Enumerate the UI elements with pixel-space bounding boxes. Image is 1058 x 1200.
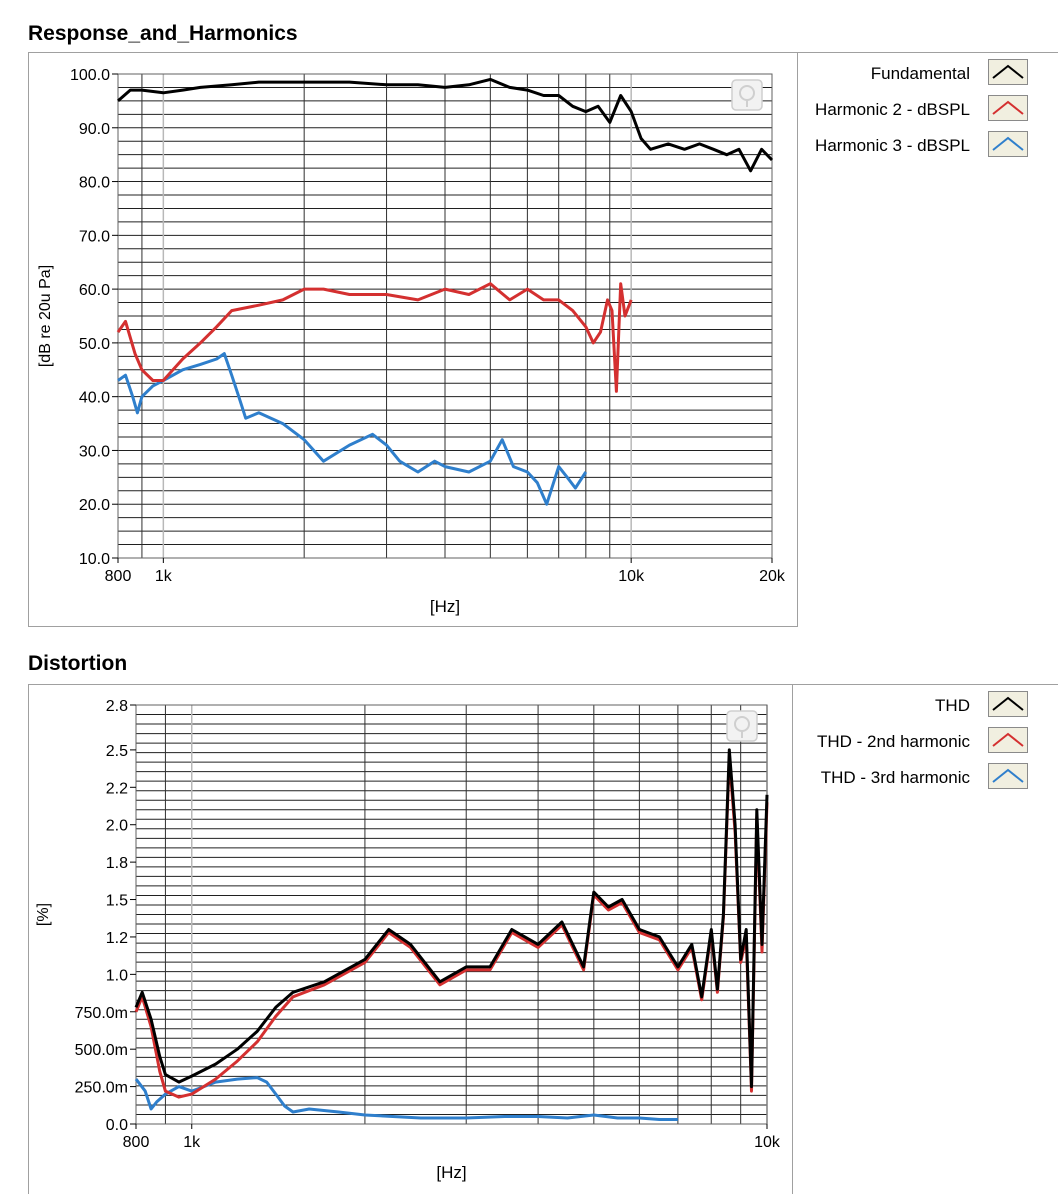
y-axis-label: [%] bbox=[35, 903, 52, 926]
y-tick-label: 40.0 bbox=[79, 390, 110, 407]
series-line-2 bbox=[116, 282, 633, 393]
series-group bbox=[134, 748, 769, 1121]
series-group bbox=[116, 77, 774, 506]
y-tick-label: 60.0 bbox=[79, 282, 110, 299]
x-tick-label: 10k bbox=[618, 568, 645, 585]
distortion-panel: Distortion 0.0 250.0m 500.0m 750.0m 1.0 1.2 1.… bbox=[0, 640, 1058, 1200]
y-tick-label: 2.5 bbox=[106, 743, 128, 760]
response-legend: Fundamental Harmonic 2 - dBSPL Harmonic … bbox=[798, 56, 1058, 176]
x-tick-label: 20k bbox=[759, 568, 786, 585]
y-tick-label: 1.5 bbox=[106, 893, 128, 910]
y-tick-label: 2.2 bbox=[106, 780, 128, 797]
x-tick-label: 800 bbox=[123, 1134, 150, 1151]
legend-label: Fundamental bbox=[870, 64, 970, 83]
legend-swatch-icon bbox=[988, 59, 1028, 85]
y-tick-label: 90.0 bbox=[79, 121, 110, 138]
x-tick-label: 800 bbox=[105, 568, 132, 585]
legend-label: Harmonic 2 - dBSPL bbox=[815, 100, 970, 119]
response-chart[interactable]: 10.0 20.0 30.0 40.0 50.0 60.0 70.0 80.0 90.0 100.… bbox=[0, 52, 790, 627]
graph-tools-icon[interactable] bbox=[731, 79, 763, 111]
plot-border bbox=[135, 704, 768, 1125]
plot-border bbox=[117, 73, 773, 559]
x-axis: 800 1k 10k bbox=[123, 1124, 781, 1151]
distortion-frame-left bbox=[28, 684, 29, 1194]
y-axis: 10.0 20.0 30.0 40.0 50.0 60.0 70.0 80.0 90.0 100.… bbox=[70, 67, 118, 568]
series-line-1 bbox=[134, 748, 769, 1089]
y-tick-label: 70.0 bbox=[79, 228, 110, 245]
y-tick-label: 2.0 bbox=[106, 818, 128, 835]
legend-swatch-icon bbox=[988, 131, 1028, 157]
legend-swatch-icon bbox=[988, 727, 1028, 753]
y-axis-label: [dB re 20u Pa] bbox=[37, 265, 54, 367]
distortion-panel-title: Distortion bbox=[28, 652, 128, 675]
y-tick-label: 1.0 bbox=[106, 967, 128, 984]
response-frame-left bbox=[28, 52, 29, 627]
y-tick-label: 750.0m bbox=[75, 1005, 128, 1022]
graph-tools-icon[interactable] bbox=[726, 710, 758, 742]
y-tick-label: 500.0m bbox=[75, 1042, 128, 1059]
legend-label: THD bbox=[935, 696, 970, 715]
y-tick-label: 0.0 bbox=[106, 1117, 128, 1134]
y-tick-label: 2.8 bbox=[106, 698, 128, 715]
y-tick-label: 50.0 bbox=[79, 336, 110, 353]
y-tick-label: 30.0 bbox=[79, 443, 110, 460]
x-tick-label: 1k bbox=[183, 1134, 201, 1151]
legend-label: THD - 2nd harmonic bbox=[816, 732, 970, 751]
legend-item-thd[interactable]: THD bbox=[793, 690, 1058, 720]
distortion-title-rule bbox=[28, 684, 1058, 685]
response-legend-divider bbox=[797, 52, 798, 627]
legend-label: Harmonic 3 - dBSPL bbox=[815, 136, 970, 155]
y-tick-label: 80.0 bbox=[79, 175, 110, 192]
y-tick-label: 100.0 bbox=[70, 67, 110, 84]
distortion-legend: THD THD - 2nd harmonic THD - 3rd harmoni… bbox=[793, 688, 1058, 808]
legend-item-harmonic-3[interactable]: Harmonic 3 - dBSPL bbox=[798, 130, 1058, 160]
legend-swatch-icon bbox=[988, 763, 1028, 789]
legend-swatch-icon bbox=[988, 95, 1028, 121]
legend-label: THD - 3rd harmonic bbox=[820, 768, 970, 787]
series-line-3 bbox=[134, 1076, 678, 1121]
y-tick-label: 250.0m bbox=[75, 1080, 128, 1097]
y-axis: 0.0 250.0m 500.0m 750.0m 1.0 1.2 1.5 1.8 2.0 2.2 2… bbox=[75, 698, 136, 1134]
response-title-rule bbox=[28, 52, 1058, 53]
response-panel: Response_and_Harmonics 10.0 20.0 30.0 40.0 5… bbox=[0, 22, 1058, 627]
y-tick-label: 1.2 bbox=[106, 930, 128, 947]
legend-item-harmonic-2[interactable]: Harmonic 2 - dBSPL bbox=[798, 94, 1058, 124]
legend-item-thd-3rd[interactable]: THD - 3rd harmonic bbox=[793, 762, 1058, 792]
x-tick-label: 10k bbox=[754, 1134, 781, 1151]
x-axis-label: [Hz] bbox=[430, 597, 460, 616]
x-tick-label: 1k bbox=[155, 568, 173, 585]
legend-swatch-icon bbox=[988, 691, 1028, 717]
x-axis: 800 1k 10k 20k bbox=[105, 558, 786, 585]
series-line-1 bbox=[117, 77, 774, 173]
legend-item-fundamental[interactable]: Fundamental bbox=[798, 58, 1058, 88]
legend-item-thd-2nd[interactable]: THD - 2nd harmonic bbox=[793, 726, 1058, 756]
y-tick-label: 20.0 bbox=[79, 497, 110, 514]
response-panel-title: Response_and_Harmonics bbox=[28, 22, 298, 45]
y-tick-label: 1.8 bbox=[106, 855, 128, 872]
distortion-legend-divider bbox=[792, 684, 793, 1194]
response-frame-bottom bbox=[28, 626, 798, 627]
x-axis-label: [Hz] bbox=[436, 1163, 466, 1182]
y-tick-label: 10.0 bbox=[79, 551, 110, 568]
distortion-chart[interactable]: 0.0 250.0m 500.0m 750.0m 1.0 1.2 1.5 1.8 2.0 2.2 2… bbox=[0, 684, 790, 1199]
